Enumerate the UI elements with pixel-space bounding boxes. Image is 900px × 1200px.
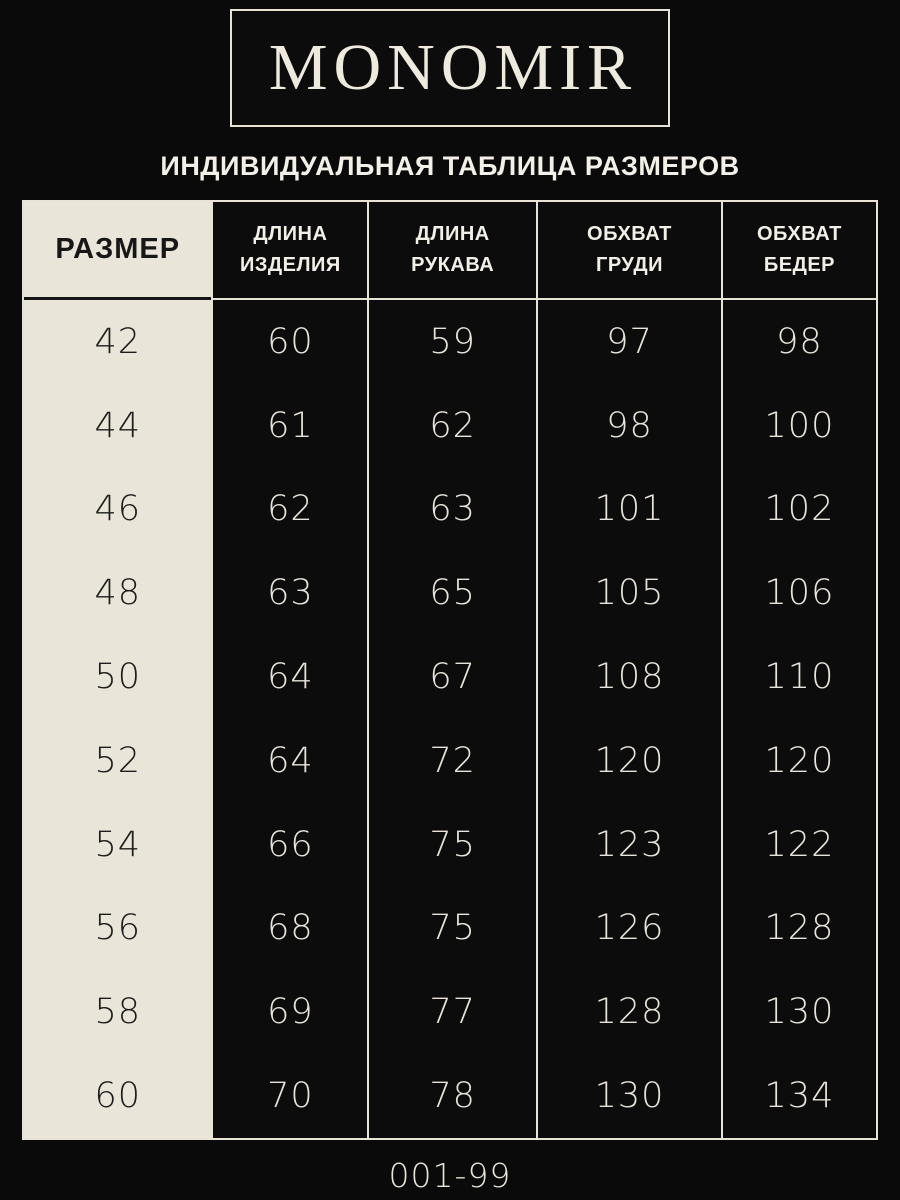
measurement-value: 61: [211, 383, 368, 468]
table-row: 46 62 63 101 102: [24, 467, 876, 552]
size-value: 58: [24, 970, 212, 1055]
measurement-value: 126: [536, 886, 721, 971]
measurement-value: 67: [367, 635, 537, 719]
size-value: 56: [24, 886, 212, 971]
size-value: 52: [24, 718, 212, 803]
table-row: 50 64 67 108 110: [24, 635, 876, 719]
measurement-value: 63: [211, 551, 368, 636]
measurement-value: 66: [211, 802, 368, 887]
brand-name: MONOMIR: [268, 31, 638, 104]
measurement-value: 70: [211, 1054, 368, 1138]
size-value: 42: [24, 300, 212, 384]
measurement-value: 128: [720, 886, 876, 971]
table-body: 42 60 59 97 98 44 61 62 98 100 46 62 63 101 102 48 63 65 1…: [24, 300, 876, 1138]
size-value: 50: [24, 635, 212, 719]
measurement-value: 77: [367, 970, 537, 1055]
table-row: 48 63 65 105 106: [24, 551, 876, 636]
measurement-value: 63: [367, 467, 537, 552]
header-sleeve-length: ДЛИНА РУКАВА: [367, 202, 537, 300]
measurement-value: 105: [536, 551, 721, 636]
measurement-value: 120: [536, 718, 721, 803]
measurement-value: 106: [720, 551, 876, 636]
measurement-value: 72: [367, 718, 537, 803]
brand-logo-box: MONOMIR: [230, 9, 670, 127]
footer-code: 001-99: [388, 1156, 512, 1195]
table-row: 56 68 75 126 128: [24, 886, 876, 971]
header-hip-girth: ОБХВАТ БЕДЕР: [720, 202, 876, 300]
size-value: 48: [24, 551, 212, 636]
measurement-value: 62: [367, 383, 537, 468]
header-item-length: ДЛИНА ИЗДЕЛИЯ: [211, 202, 368, 300]
table-row: 52 64 72 120 120: [24, 718, 876, 803]
measurement-value: 62: [211, 467, 368, 552]
measurement-value: 98: [536, 383, 721, 468]
measurement-value: 64: [211, 718, 368, 803]
measurement-value: 64: [211, 635, 368, 719]
measurement-value: 69: [211, 970, 368, 1055]
measurement-value: 75: [367, 886, 537, 971]
size-value: 60: [24, 1054, 212, 1138]
measurement-value: 100: [720, 383, 876, 468]
measurement-value: 120: [720, 718, 876, 803]
measurement-value: 123: [536, 802, 721, 887]
measurement-value: 97: [536, 300, 721, 384]
header-chest-girth: ОБХВАТ ГРУДИ: [536, 202, 721, 300]
measurement-value: 75: [367, 802, 537, 887]
table-row: 58 69 77 128 130: [24, 970, 876, 1055]
measurement-value: 134: [720, 1054, 876, 1138]
measurement-value: 98: [720, 300, 876, 384]
size-value: 46: [24, 467, 212, 552]
measurement-value: 122: [720, 802, 876, 887]
measurement-value: 130: [536, 1054, 721, 1138]
size-value: 44: [24, 383, 212, 468]
measurement-value: 128: [536, 970, 721, 1055]
size-table: РАЗМЕР ДЛИНА ИЗДЕЛИЯ ДЛИНА РУКАВА ОБХВАТ…: [22, 200, 878, 1140]
measurement-value: 101: [536, 467, 721, 552]
header-size: РАЗМЕР: [24, 202, 212, 300]
measurement-value: 78: [367, 1054, 537, 1138]
measurement-value: 68: [211, 886, 368, 971]
measurement-value: 130: [720, 970, 876, 1055]
table-row: 44 61 62 98 100: [24, 383, 876, 468]
table-row: 42 60 59 97 98: [24, 300, 876, 384]
measurement-value: 108: [536, 635, 721, 719]
page-title: ИНДИВИДУАЛЬНАЯ ТАБЛИЦА РАЗМЕРОВ: [160, 151, 740, 181]
measurement-value: 65: [367, 551, 537, 636]
measurement-value: 60: [211, 300, 368, 384]
measurement-value: 59: [367, 300, 537, 384]
measurement-value: 110: [720, 635, 876, 719]
measurement-value: 102: [720, 467, 876, 552]
table-row: 60 70 78 130 134: [24, 1054, 876, 1138]
table-row: 54 66 75 123 122: [24, 802, 876, 887]
size-value: 54: [24, 802, 212, 887]
table-header-row: РАЗМЕР ДЛИНА ИЗДЕЛИЯ ДЛИНА РУКАВА ОБХВАТ…: [24, 202, 876, 300]
